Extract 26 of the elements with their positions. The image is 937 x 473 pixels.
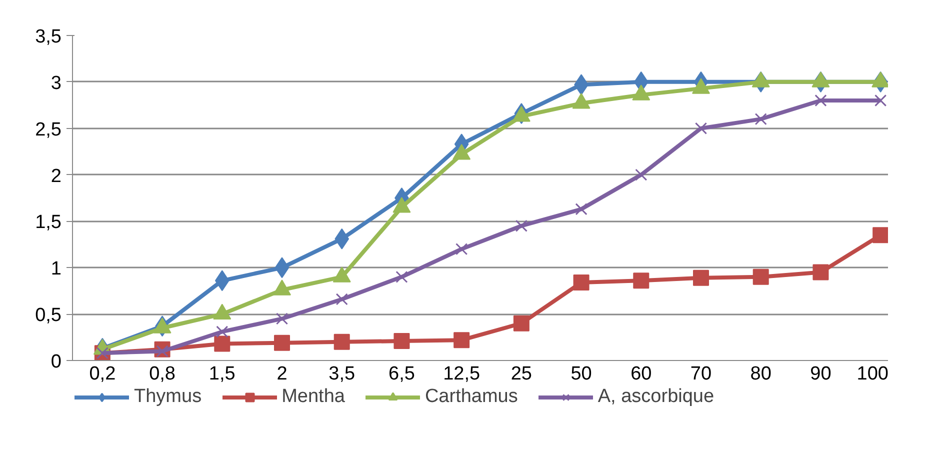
y-tick-label: 3 bbox=[50, 72, 62, 94]
legend-label: Carthamus bbox=[424, 386, 518, 408]
x-tick-label: 80 bbox=[750, 364, 772, 384]
x-tick-label: 70 bbox=[690, 364, 712, 384]
y-tick-label: 2 bbox=[50, 166, 62, 187]
y-tick-label: 2,5 bbox=[35, 119, 62, 140]
x-tick-label: 0,8 bbox=[149, 364, 176, 384]
x-tick-label: 60 bbox=[630, 364, 652, 384]
x-tick-label: 6,5 bbox=[388, 364, 415, 384]
x-tick-label: 0,2 bbox=[89, 364, 116, 384]
x-tick-label: 90 bbox=[810, 364, 832, 384]
y-tick-label: 0,5 bbox=[35, 305, 62, 326]
y-tick-label: 1,5 bbox=[35, 212, 62, 234]
x-tick-label: 2 bbox=[276, 364, 288, 384]
x-tick-label: 3,5 bbox=[328, 364, 356, 384]
x-tick-label: 25 bbox=[510, 364, 532, 384]
legend-label: A, ascorbique bbox=[598, 386, 714, 408]
x-tick-label: 1,5 bbox=[208, 364, 236, 384]
legend-label: Mentha bbox=[282, 386, 345, 408]
y-tick-label: 1 bbox=[50, 258, 62, 280]
x-tick-label: 50 bbox=[570, 364, 592, 384]
legend-label: Thymus bbox=[134, 386, 202, 408]
x-tick-label: 100 bbox=[856, 364, 888, 384]
x-tick-label: 12,5 bbox=[443, 364, 480, 384]
y-tick-label: 3,5 bbox=[35, 26, 62, 48]
y-tick-label: 0 bbox=[50, 352, 62, 372]
